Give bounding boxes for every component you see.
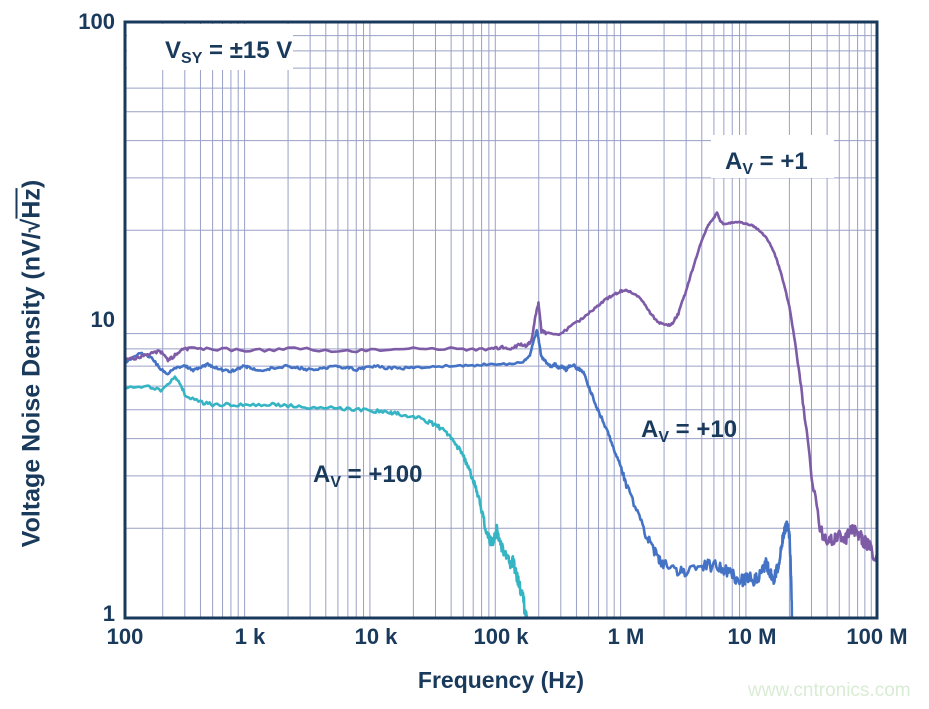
svg-text:AV = +100: AV = +100 — [313, 461, 422, 491]
svg-text:AV = +10: AV = +10 — [641, 416, 737, 446]
svg-text:AV = +1: AV = +1 — [725, 148, 808, 178]
